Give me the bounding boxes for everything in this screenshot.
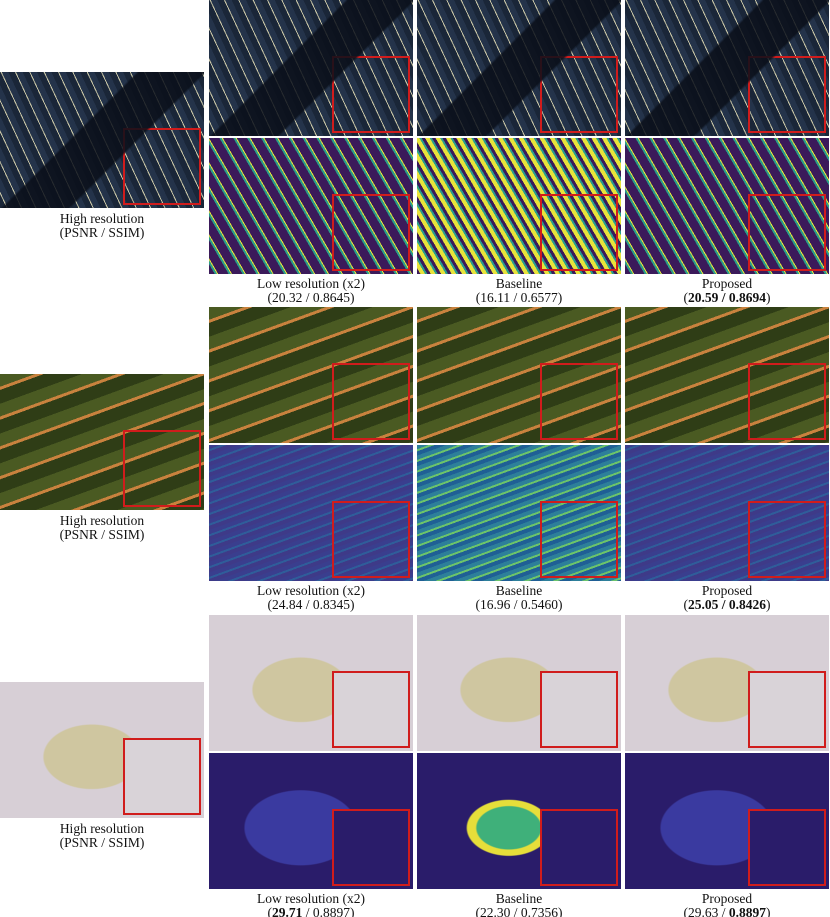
caption-text: ( [683,597,688,612]
zoom-inset [540,194,618,271]
image [417,753,621,889]
zoom-inset [123,128,201,205]
caption-text: 25.05 / 0.8426 [687,597,766,612]
caption-text: ( [683,290,688,305]
reference-caption: High resolution (PSNR / SSIM) [0,822,204,850]
image [417,138,621,274]
image [209,138,413,274]
caption-text: Proposed [701,583,753,598]
method-caption: Low resolution (x2) (24.84 / 0.8345) [209,584,413,612]
zoom-inset [332,501,410,578]
zoom-inset [332,56,410,133]
caption-text: ( [267,905,273,917]
caption-text: ) [766,905,771,917]
caption-text: (24.84 / 0.8345) [267,597,355,612]
zoom-inset [123,430,201,507]
method-caption: Baseline (22.30 / 0.7356) [417,892,621,917]
image [625,615,829,751]
caption-text: Baseline [495,891,543,906]
image [209,753,413,889]
image [0,374,204,510]
caption-text: / 0.8897) [302,905,355,917]
caption-text: Low resolution (x2) [257,891,365,906]
method-caption: Baseline (16.11 / 0.6577) [417,277,621,305]
caption-text: 29.71 [272,905,303,917]
image [209,615,413,751]
image [417,0,621,136]
caption-text: ) [766,597,771,612]
caption-text: Baseline [495,583,543,598]
caption-text: Low resolution (x2) [257,583,365,598]
caption-text: Baseline [495,276,543,291]
method-caption: Proposed (29.63 / 0.8897) [625,892,829,917]
image [0,72,204,208]
zoom-inset [540,501,618,578]
caption-text: (22.30 / 0.7356) [475,905,563,917]
caption-text: High resolution [59,211,145,226]
zoom-inset [748,194,826,271]
zoom-inset [748,501,826,578]
caption-text: Proposed [701,276,753,291]
zoom-inset [332,363,410,440]
caption-text: Low resolution (x2) [257,276,365,291]
image [625,753,829,889]
image [417,307,621,443]
zoom-inset [332,671,410,748]
image [209,445,413,581]
reference-caption: High resolution (PSNR / SSIM) [0,212,204,240]
zoom-inset [123,738,201,815]
zoom-inset [748,809,826,886]
zoom-inset [332,194,410,271]
zoom-inset [748,56,826,133]
zoom-inset [748,671,826,748]
zoom-inset [540,56,618,133]
zoom-inset [540,363,618,440]
image [625,445,829,581]
method-caption: Proposed (25.05 / 0.8426) [625,584,829,612]
image [0,682,204,818]
caption-text: (PSNR / SSIM) [59,835,145,850]
reference-caption: High resolution (PSNR / SSIM) [0,514,204,542]
zoom-inset [540,809,618,886]
zoom-inset [540,671,618,748]
caption-text: 0.8897 [728,905,766,917]
caption-text: (16.96 / 0.5460) [475,597,563,612]
image [417,615,621,751]
caption-text: High resolution [59,513,145,528]
method-caption: Low resolution (x2) (29.71 / 0.8897) [209,892,413,917]
caption-text: (20.32 / 0.8645) [267,290,355,305]
image [417,445,621,581]
method-caption: Proposed (20.59 / 0.8694) [625,277,829,305]
caption-text: (PSNR / SSIM) [59,225,145,240]
caption-text: 20.59 / 0.8694 [687,290,766,305]
caption-text: (29.63 / [683,905,729,917]
method-caption: Baseline (16.96 / 0.5460) [417,584,621,612]
image [625,307,829,443]
image [625,0,829,136]
image [625,138,829,274]
zoom-inset [748,363,826,440]
caption-text: Proposed [701,891,753,906]
caption-text: ) [766,290,771,305]
caption-text: (PSNR / SSIM) [59,527,145,542]
image [209,307,413,443]
method-caption: Low resolution (x2) (20.32 / 0.8645) [209,277,413,305]
caption-text: (16.11 / 0.6577) [475,290,563,305]
caption-text: High resolution [59,821,145,836]
image [209,0,413,136]
zoom-inset [332,809,410,886]
